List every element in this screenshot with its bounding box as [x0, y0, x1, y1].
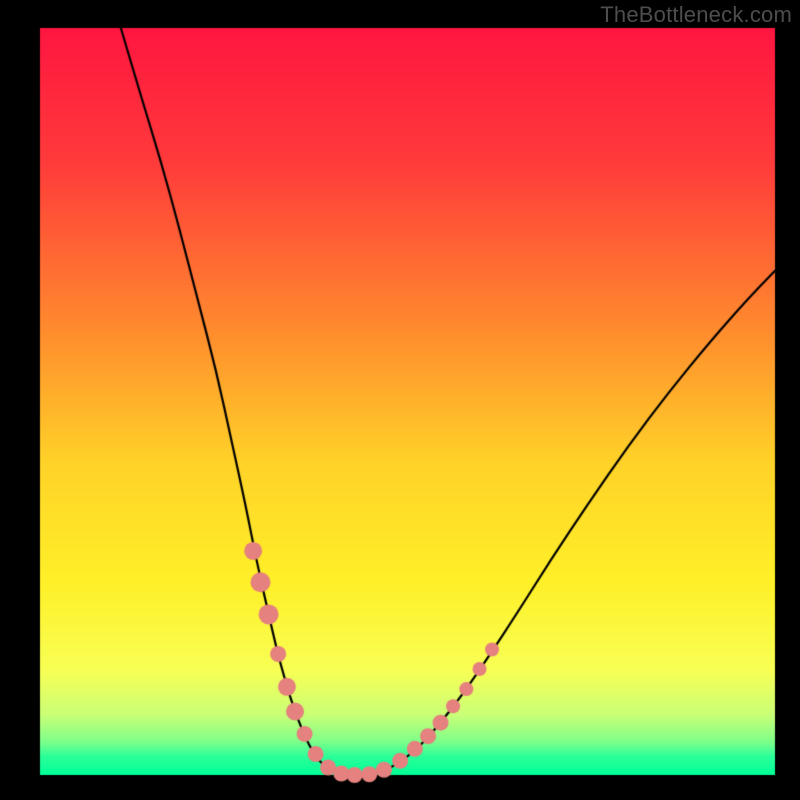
chart-stage: TheBottleneck.com	[0, 0, 800, 800]
bottleneck-v-curve-chart	[0, 0, 800, 800]
